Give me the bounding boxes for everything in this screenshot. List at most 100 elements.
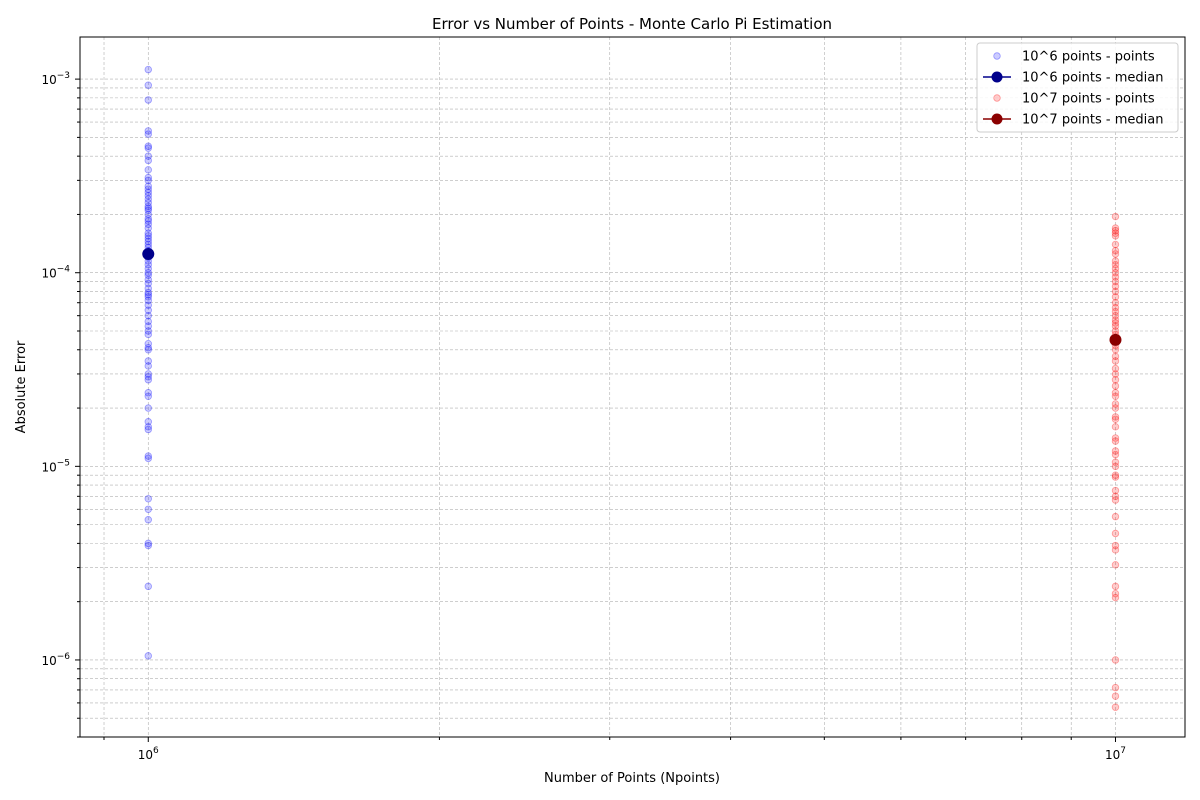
scatter-point [1111,593,1120,602]
scatter-point [1111,226,1120,235]
scatter-point [144,291,152,299]
scatter-point [1111,434,1120,442]
y-tick-label: 10−5 [41,458,70,474]
scatter-point [144,330,152,339]
legend-entry: 10^7 points - median [983,113,1163,128]
scatter-point [144,346,152,354]
scatter-point [1111,273,1120,281]
scatter-point [1111,413,1120,421]
scatter-point [144,389,152,397]
chart-title: Error vs Number of Points - Monte Carlo … [432,15,832,33]
legend-marker-points [993,52,1001,60]
scatter-point [144,237,152,246]
scatter-point [1111,415,1120,423]
legend-entry: 10^7 points - points [993,92,1155,107]
scatter-point [1111,232,1120,240]
scatter-point [144,362,152,370]
median-point [142,247,155,260]
scatter-point [144,198,152,207]
scatter-point [144,234,152,243]
grid [80,37,1185,738]
scatter-point [144,229,152,237]
legend: 10^6 points - points 10^6 points - median… [976,42,1179,133]
scatter-point [1111,496,1120,504]
median-point [1109,333,1122,346]
scatter-point [1111,322,1120,330]
scatter-point [1111,703,1120,711]
scatter-point [144,376,152,384]
scatter-point [144,81,152,89]
scatter-point [144,202,152,211]
legend-marker-median [991,71,1003,83]
scatter-point [1111,582,1120,591]
scatter-point [144,452,152,460]
scatter-point [144,210,152,219]
scatter-point [144,652,152,660]
scatter-point [1111,293,1120,301]
scatter-point [144,373,152,381]
scatter-point [144,271,152,279]
scatter-point [144,279,152,288]
scatter-point [144,454,152,463]
scatter-point [144,541,152,550]
scatter-point [144,293,152,301]
scatter-point [144,206,152,215]
scatter-point [1111,400,1120,408]
scatter-point [1111,404,1120,412]
scatter-point [144,176,152,185]
scatter-point [1111,376,1120,384]
scatter-point [144,191,152,200]
scatter-point [1111,541,1120,550]
scatter-point [144,65,152,74]
scatter-point [144,269,152,277]
scatter-point [144,173,152,182]
scatter-point [1111,447,1120,455]
scatter-point [1111,261,1120,269]
scatter-point [144,539,152,548]
scatter-point [1111,512,1120,521]
legend-marker-points [993,94,1001,102]
scatter-point [1111,352,1120,361]
data-points [142,65,1122,711]
scatter-point [144,195,152,203]
scatter-point [144,224,152,232]
scatter-point [144,582,152,591]
scatter-point [1111,692,1120,700]
scatter-point [144,156,152,165]
scatter-point [1111,269,1120,277]
scatter-point [1111,319,1120,327]
scatter-point [1111,364,1120,373]
scatter-point [144,96,152,104]
scatter-point [144,505,152,513]
scatter-point [1111,486,1120,495]
legend-label: 10^6 points - median [1022,71,1163,86]
scatter-point [1111,282,1120,291]
scatter-point [1111,492,1120,501]
scatter-point [144,144,152,152]
scatter-point [144,276,152,284]
x-axis-label: Number of Points (Npoints) [544,771,720,786]
scatter-point [1111,299,1120,307]
scatter-point [144,220,152,228]
x-tick-label: 107 [1105,746,1126,762]
scatter-point [1111,346,1120,354]
scatter-point [144,217,152,225]
scatter-point [144,301,152,309]
legend-label: 10^7 points - median [1022,113,1163,128]
scatter-point [1111,229,1120,237]
scatter-point [144,423,152,431]
scatter-point [144,240,152,249]
scatter-point [1111,473,1120,481]
scatter-point [1111,224,1120,232]
scatter-point [1111,529,1120,538]
scatter-point [144,204,152,213]
scatter-point [144,232,152,240]
series-points [1111,212,1120,711]
scatter-point [1111,370,1120,378]
scatter-point [144,495,152,503]
scatter-point [144,418,152,426]
series-median [142,247,155,260]
scatter-point [144,185,152,193]
scatter-point [1111,462,1120,471]
